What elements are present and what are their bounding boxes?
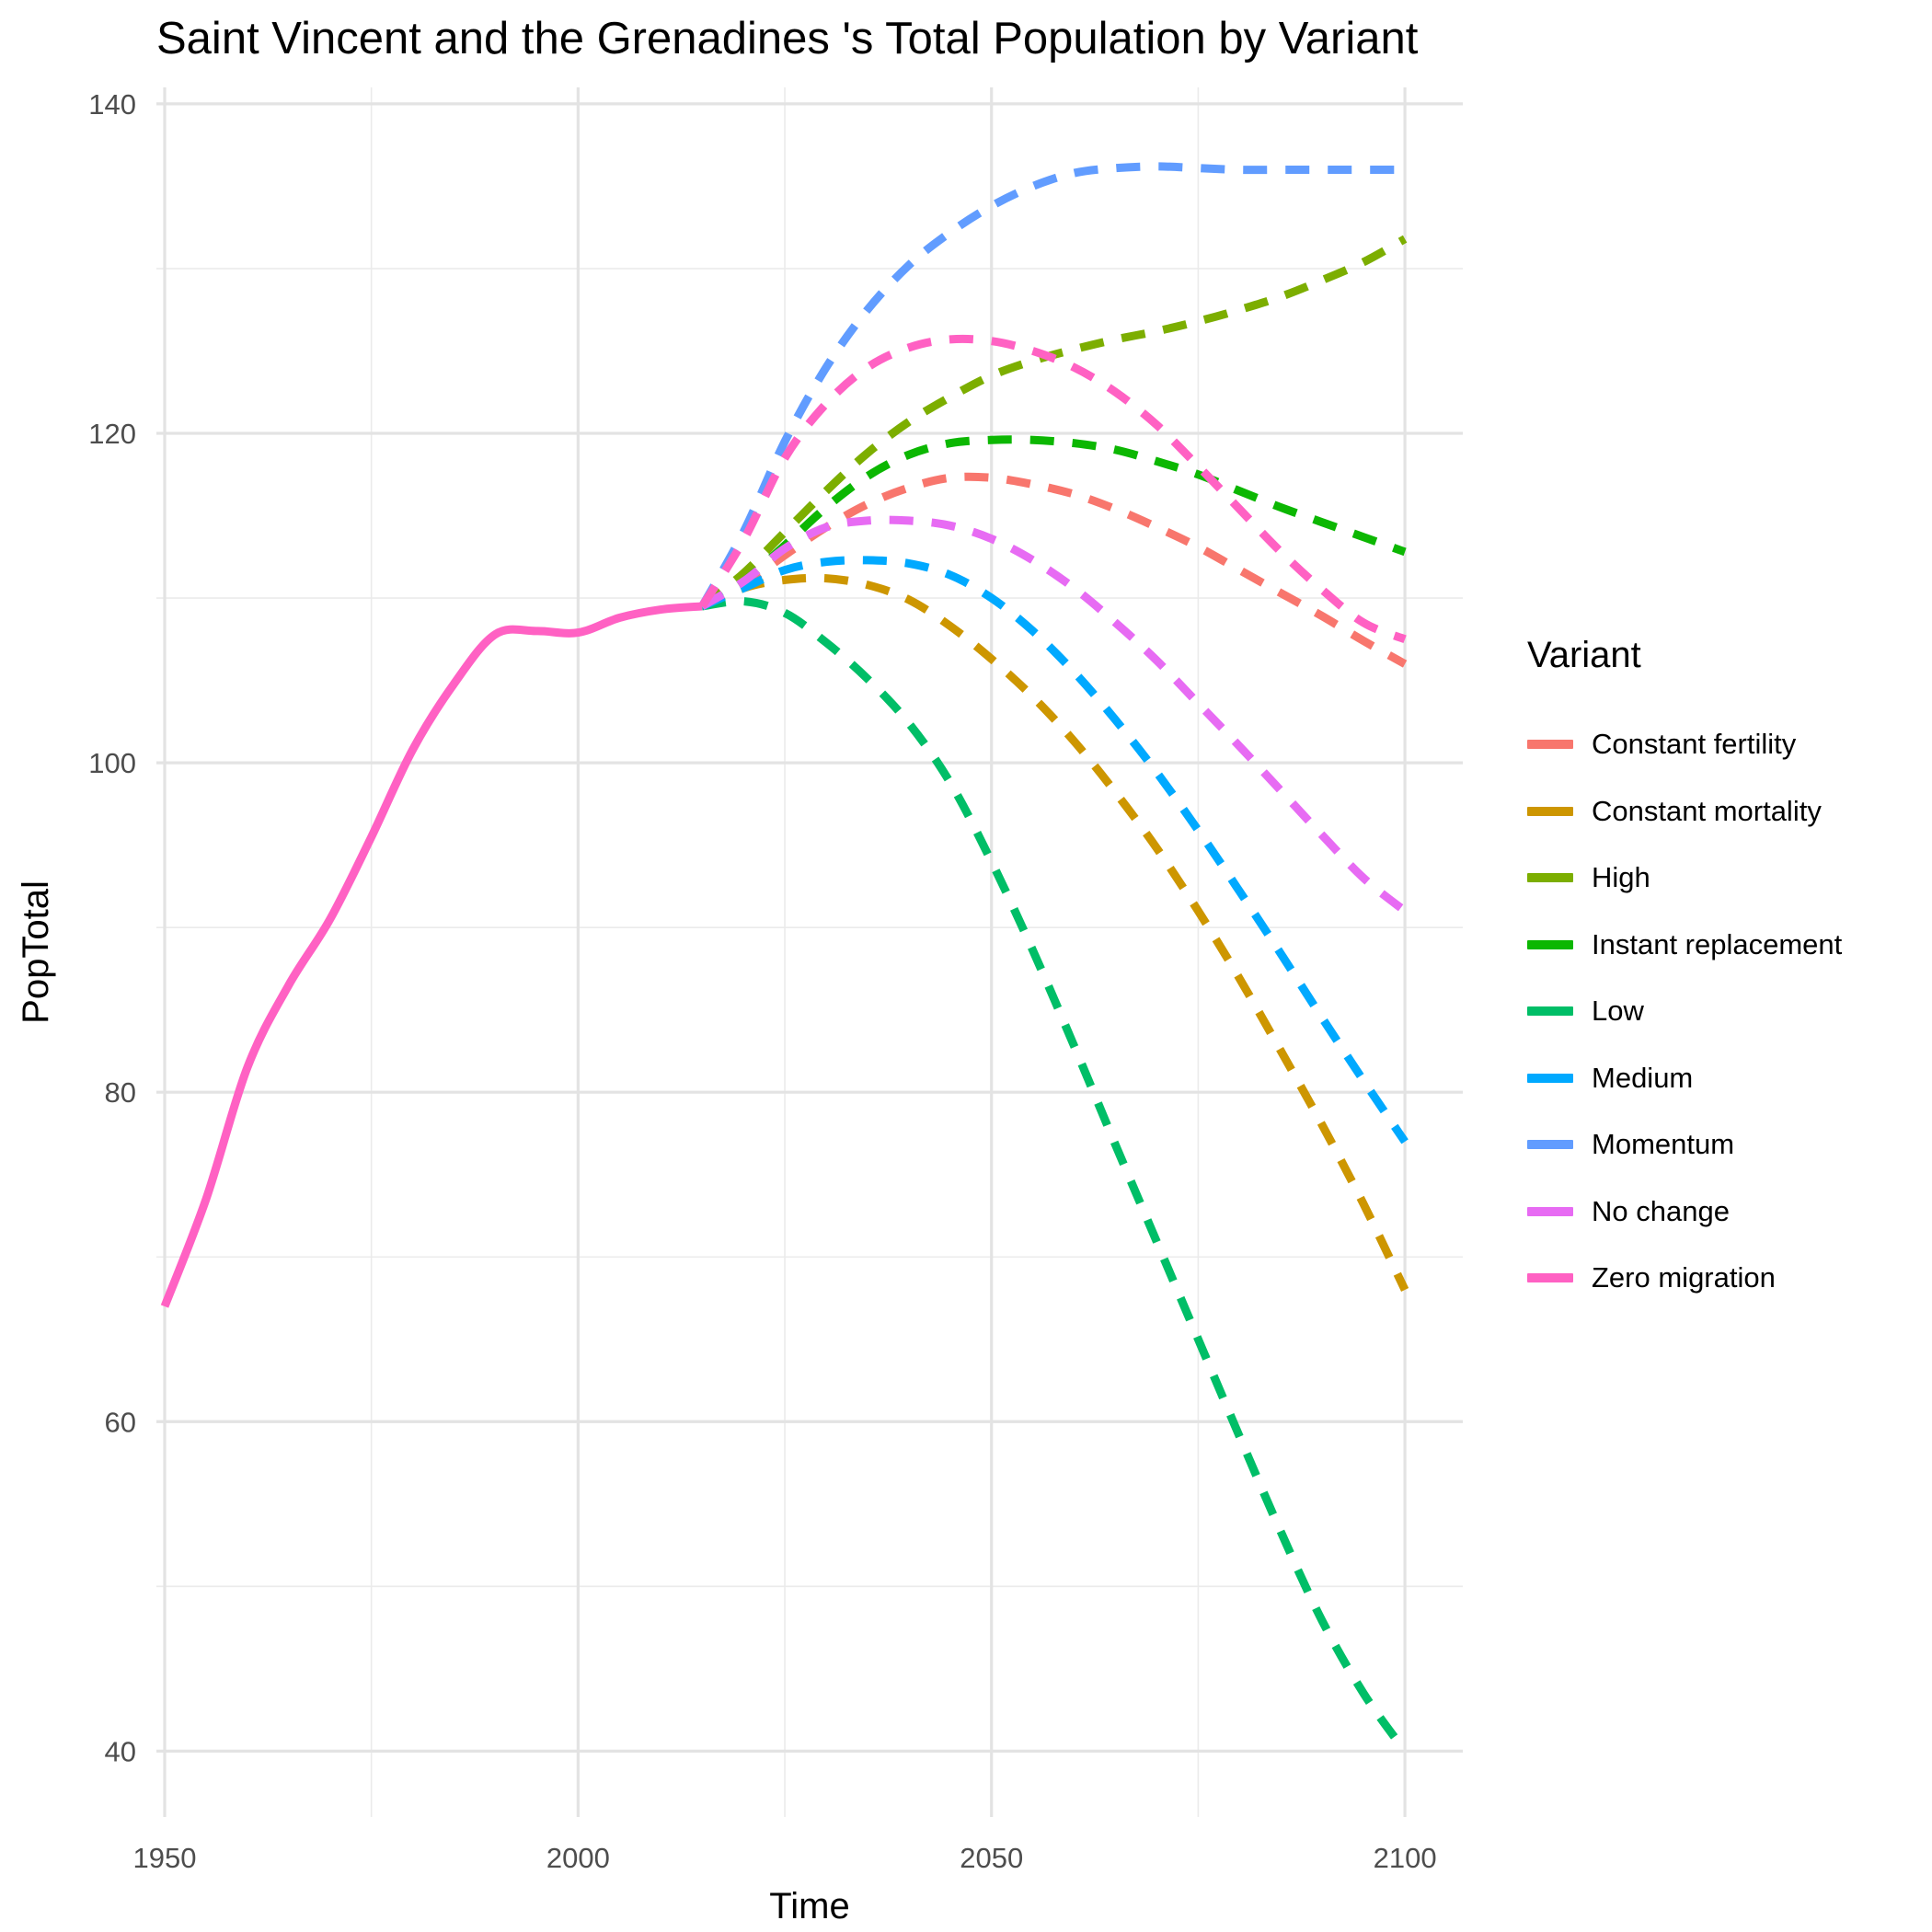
legend-label: Medium — [1592, 1061, 1694, 1094]
legend-item: Constant mortality — [1527, 778, 1842, 845]
series-line-zero-migration — [698, 334, 1407, 644]
legend-label: Constant mortality — [1592, 794, 1822, 827]
legend-label: Low — [1592, 995, 1644, 1028]
legend-item: Low — [1527, 978, 1842, 1045]
series-line-constant-mortality — [700, 573, 1409, 1292]
y-tick-label: 100 — [88, 747, 136, 779]
y-axis-label: PopTotal — [16, 880, 56, 1024]
series-line-instant-replacement — [699, 435, 1407, 610]
x-tick-label: 2100 — [1374, 1842, 1437, 1874]
series-line-low — [701, 596, 1409, 1754]
legend-item: High — [1527, 845, 1842, 912]
y-tick-label: 140 — [88, 88, 136, 121]
legend-item: No change — [1527, 1179, 1842, 1246]
legend-item: Momentum — [1527, 1111, 1842, 1179]
legend-key-swatch — [1527, 1273, 1573, 1283]
legend: Variant Constant fertility Constant morta… — [1527, 635, 1842, 1312]
grid — [156, 87, 1463, 1817]
y-tick-label: 80 — [105, 1076, 136, 1109]
legend-key-swatch — [1527, 1140, 1573, 1150]
y-tick-label: 60 — [105, 1406, 136, 1438]
legend-key-swatch — [1527, 873, 1573, 883]
x-tick-label: 1950 — [133, 1842, 197, 1874]
legend-label: Momentum — [1592, 1128, 1735, 1161]
legend-items: Constant fertility Constant mortality High… — [1527, 711, 1842, 1312]
legend-item: Medium — [1527, 1045, 1842, 1112]
legend-label: High — [1592, 861, 1650, 894]
legend-label: Instant replacement — [1592, 927, 1843, 960]
series-line-momentum — [698, 162, 1406, 609]
chart-title: Saint Vincent and the Grenadines 's Tota… — [156, 14, 1419, 63]
x-axis-label: Time — [769, 1886, 849, 1926]
series-line-no-change — [699, 515, 1408, 914]
axes: 40 60 80 100 120 140 1950 2000 2050 2100 Time PopTo… — [16, 88, 1437, 1926]
legend-label: Constant fertility — [1592, 728, 1797, 761]
legend-label: Zero migration — [1592, 1261, 1776, 1294]
legend-key-swatch — [1527, 1206, 1573, 1216]
legend-key-swatch — [1527, 939, 1573, 949]
legend-key-swatch — [1527, 1006, 1573, 1017]
historical-line — [160, 602, 703, 1308]
y-tick-label: 40 — [105, 1735, 136, 1767]
legend-key-swatch — [1527, 806, 1573, 816]
y-tick-label: 120 — [88, 418, 136, 450]
series-lines — [160, 162, 1409, 1754]
legend-item: Zero migration — [1527, 1245, 1842, 1312]
legend-item: Instant replacement — [1527, 912, 1842, 979]
legend-title: Variant — [1527, 635, 1641, 675]
x-tick-label: 2000 — [546, 1842, 610, 1874]
x-tick-label: 2050 — [960, 1842, 1023, 1874]
legend-key-swatch — [1527, 1073, 1573, 1083]
series-line-medium — [700, 556, 1409, 1144]
legend-item: Constant fertility — [1527, 711, 1842, 778]
legend-key-swatch — [1527, 740, 1573, 750]
legend-label: No change — [1592, 1194, 1730, 1227]
